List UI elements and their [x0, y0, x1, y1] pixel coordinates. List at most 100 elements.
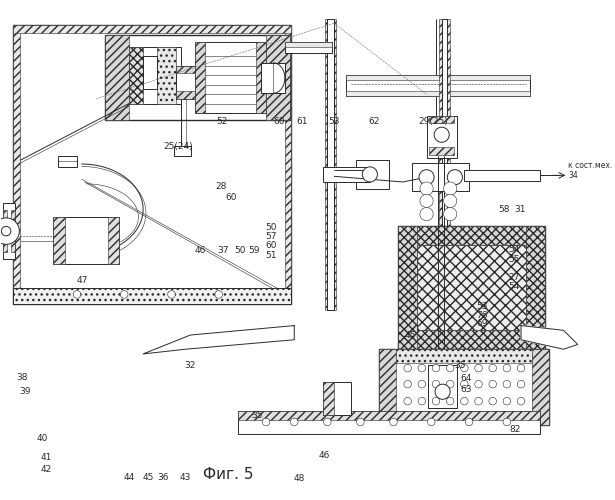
Bar [13, 294, 292, 304]
Circle shape [435, 384, 450, 400]
Text: 55: 55 [508, 254, 520, 264]
Circle shape [432, 380, 440, 388]
Bar [464, 170, 540, 181]
Bar [346, 75, 531, 80]
Circle shape [461, 364, 468, 372]
Circle shape [262, 418, 270, 426]
Circle shape [461, 398, 468, 405]
Circle shape [427, 418, 435, 426]
Circle shape [466, 418, 473, 426]
Text: 50: 50 [266, 222, 277, 232]
Bar [237, 410, 540, 434]
Text: 35: 35 [252, 410, 263, 420]
Bar [323, 382, 351, 416]
Circle shape [443, 208, 457, 220]
Circle shape [404, 398, 411, 405]
Circle shape [432, 398, 440, 405]
Circle shape [503, 364, 510, 372]
Bar [105, 34, 129, 119]
Bar [143, 56, 157, 90]
Circle shape [420, 208, 433, 220]
Text: к сост.мех.
34: к сост.мех. 34 [568, 161, 613, 180]
Bar [261, 63, 285, 93]
Text: 58: 58 [498, 205, 510, 214]
Circle shape [489, 380, 496, 388]
Bar [417, 330, 526, 349]
Bar [237, 410, 540, 420]
Bar [323, 382, 334, 416]
Bar [176, 92, 195, 99]
Circle shape [1, 226, 11, 236]
Text: 63: 63 [461, 384, 472, 394]
Text: 54: 54 [508, 282, 520, 291]
Bar [58, 156, 77, 167]
Bar [533, 349, 549, 425]
Text: 45: 45 [143, 473, 154, 482]
Bar [174, 146, 191, 156]
Circle shape [362, 167, 378, 182]
Circle shape [432, 364, 440, 372]
Circle shape [390, 418, 397, 426]
Bar [325, 18, 336, 310]
Bar [442, 18, 447, 312]
Bar [176, 66, 195, 74]
Text: 39: 39 [19, 387, 30, 396]
Bar [413, 163, 469, 192]
Text: 37: 37 [217, 246, 228, 255]
Circle shape [121, 290, 128, 298]
Bar [346, 92, 531, 96]
Bar [379, 349, 549, 425]
Bar [429, 147, 454, 154]
Text: 45: 45 [404, 332, 416, 340]
Bar [417, 226, 526, 246]
Bar [13, 25, 292, 32]
Bar [195, 42, 205, 113]
Text: 41: 41 [41, 453, 52, 462]
Text: 32: 32 [184, 361, 196, 370]
Bar [54, 217, 119, 264]
Text: 82: 82 [510, 425, 521, 434]
Circle shape [447, 170, 462, 185]
Text: 35: 35 [454, 362, 466, 370]
Circle shape [503, 398, 510, 405]
Circle shape [168, 290, 175, 298]
Circle shape [443, 182, 457, 195]
Circle shape [446, 380, 454, 388]
Text: 53: 53 [477, 302, 488, 311]
Bar [105, 34, 290, 119]
Text: 43: 43 [179, 473, 191, 482]
Text: 44: 44 [124, 473, 135, 482]
Text: 69: 69 [477, 320, 488, 328]
Bar [429, 366, 457, 408]
Bar [323, 167, 370, 182]
Circle shape [517, 364, 525, 372]
Text: 48: 48 [293, 474, 304, 484]
Circle shape [446, 398, 454, 405]
Circle shape [517, 398, 525, 405]
Bar [129, 47, 143, 104]
Bar [256, 42, 266, 113]
Bar [54, 217, 65, 264]
Bar [285, 42, 332, 54]
Text: 29(25): 29(25) [419, 117, 448, 126]
Circle shape [475, 398, 482, 405]
Bar [355, 160, 389, 188]
Circle shape [418, 380, 426, 388]
Bar [108, 217, 119, 264]
Text: 46: 46 [318, 451, 330, 460]
Circle shape [418, 398, 426, 405]
Bar [3, 210, 7, 252]
Bar [157, 47, 176, 104]
Text: 62: 62 [368, 117, 380, 126]
Circle shape [0, 218, 19, 244]
Circle shape [434, 127, 449, 142]
Bar [417, 246, 526, 330]
Bar [13, 25, 20, 304]
Bar [3, 203, 15, 260]
Bar [176, 66, 195, 99]
Text: 51: 51 [266, 251, 277, 260]
Text: 61: 61 [296, 117, 308, 126]
Circle shape [418, 364, 426, 372]
Bar [427, 116, 457, 158]
Circle shape [323, 418, 331, 426]
